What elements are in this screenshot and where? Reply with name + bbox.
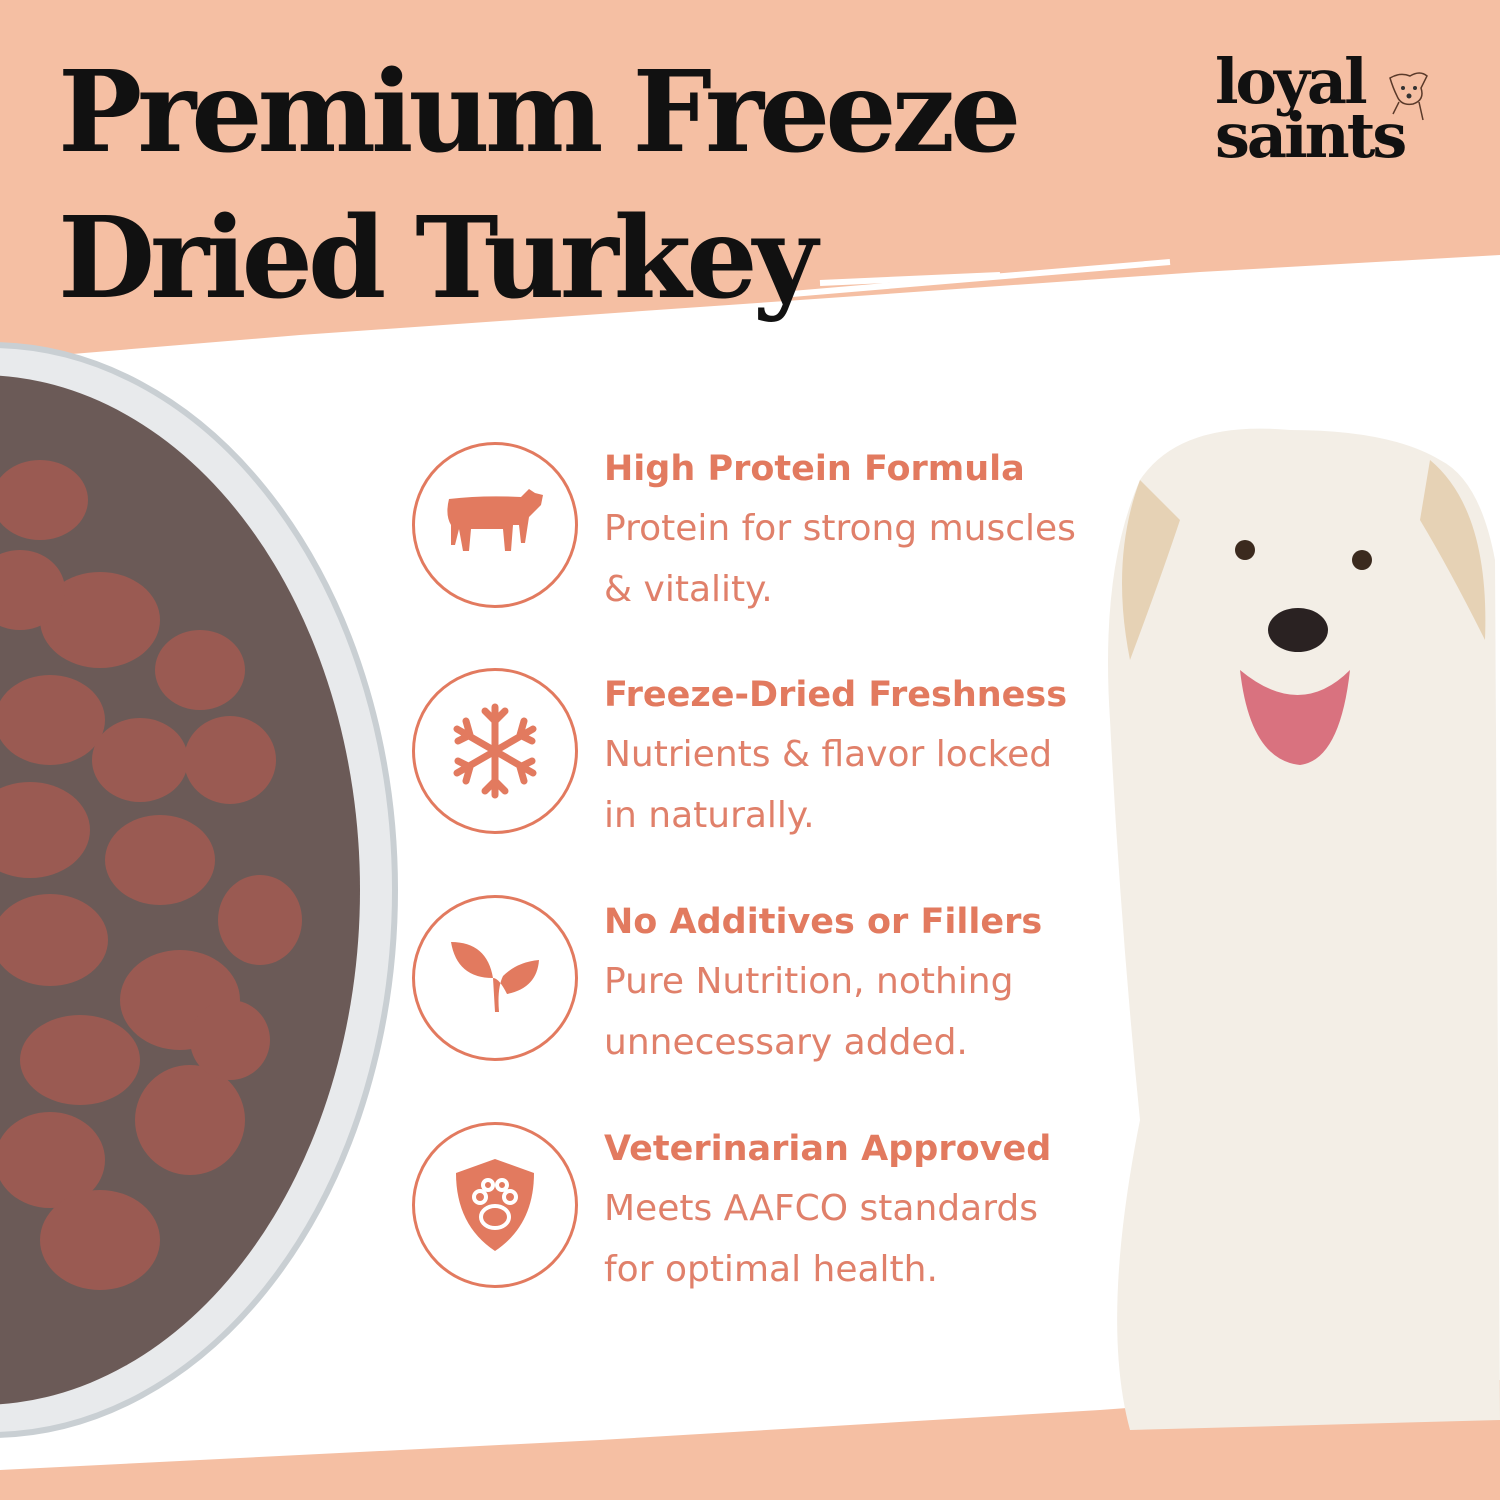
feature-heading: Freeze-Dried Freshness [604, 675, 1068, 715]
paw-shield-icon [412, 1122, 578, 1288]
white-dog-photo [1108, 428, 1500, 1430]
feature-body: Nutrients & flavor locked in naturally. [604, 734, 1053, 836]
dog-face-logo-icon [1389, 72, 1428, 121]
feature-vet-approved: Veterinarian Approved Meets AAFCO standa… [410, 1122, 1110, 1297]
brand-logo: loyal saints [1215, 45, 1407, 172]
feature-body: Pure Nutrition, nothing unnecessary adde… [604, 961, 1014, 1063]
feature-body: Meets AAFCO standards for optimal health… [604, 1188, 1038, 1290]
feature-heading: No Additives or Fillers [604, 902, 1043, 942]
logo-line-1: loyal [1215, 45, 1368, 118]
page-title: Premium Freeze Dried Turkey [58, 40, 1021, 332]
title-line-2: Dried Turkey [58, 193, 818, 324]
feature-freeze-dried: Freeze-Dried Freshness Nutrients & flavo… [410, 668, 1110, 843]
feature-heading: Veterinarian Approved [604, 1129, 1052, 1169]
title-line-1: Premium Freeze [58, 47, 1021, 178]
feature-body: Protein for strong muscles & vitality. [604, 508, 1076, 610]
feature-no-additives: No Additives or Fillers Pure Nutrition, … [410, 895, 1110, 1070]
bowl-of-freeze-dried-turkey [0, 342, 398, 1438]
snowflake-icon [412, 668, 578, 834]
leaf-icon [412, 895, 578, 1061]
feature-high-protein: High Protein Formula Protein for strong … [410, 442, 1110, 617]
logo-line-2: saints [1215, 99, 1407, 172]
cow-icon [412, 442, 578, 608]
feature-heading: High Protein Formula [604, 449, 1025, 489]
